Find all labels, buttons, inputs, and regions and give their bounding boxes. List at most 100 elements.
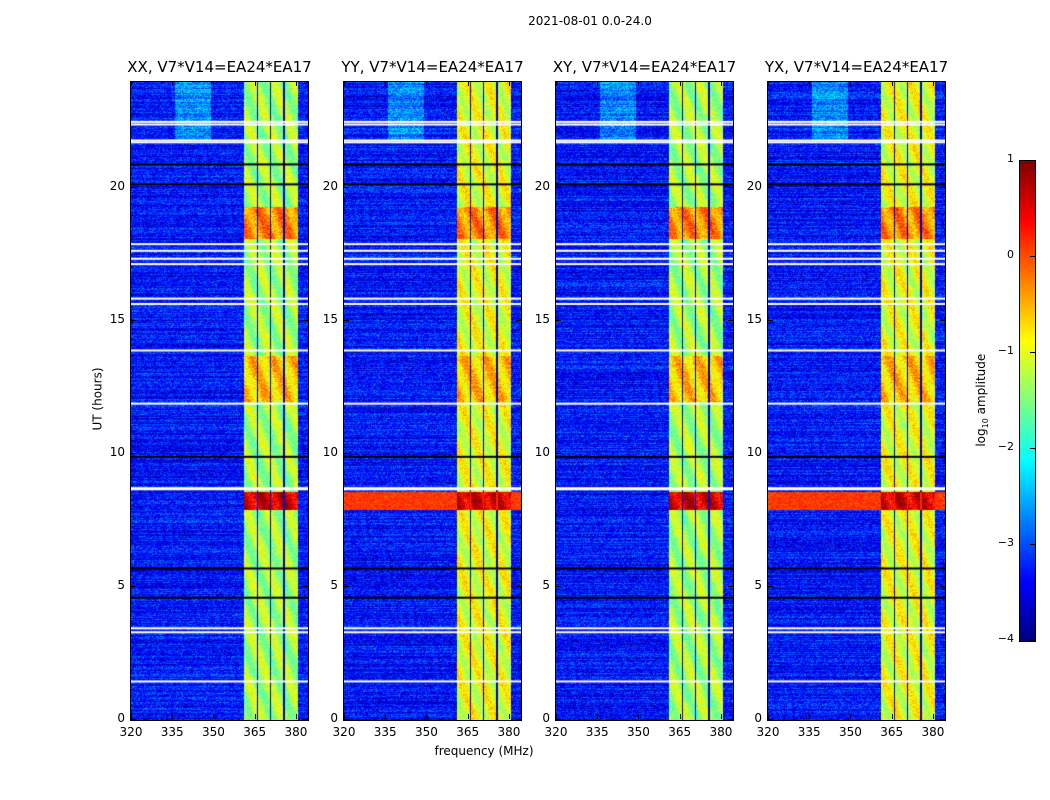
x-tick-mark	[679, 714, 681, 719]
spectrogram-panel-xy	[555, 81, 734, 721]
x-tick-mark	[467, 714, 469, 719]
x-tick-mark	[213, 714, 215, 719]
x-tick-mark	[850, 714, 852, 719]
x-tick-label: 350	[202, 725, 225, 739]
y-tick-mark	[768, 320, 773, 322]
y-tick-label: 5	[542, 578, 550, 593]
x-tick-mark	[344, 81, 345, 86]
panel-title: YX, V7*V14=EA24*EA17	[764, 58, 949, 76]
x-tick-mark	[172, 81, 174, 86]
y-tick-mark	[516, 320, 521, 322]
y-tick-mark	[768, 187, 773, 189]
y-tick-mark	[556, 453, 561, 455]
colorbar	[1019, 160, 1036, 642]
x-tick-mark	[679, 81, 681, 86]
x-tick-label: 320	[119, 725, 143, 739]
y-tick-mark	[344, 187, 349, 189]
x-tick-mark	[426, 714, 428, 719]
colorbar-label: log10 amplitude	[973, 353, 991, 447]
panel-title: YY, V7*V14=EA24*EA17	[341, 58, 524, 76]
x-tick-label: 380	[709, 725, 733, 739]
x-tick-mark	[467, 81, 469, 86]
y-tick-mark	[728, 586, 733, 588]
y-tick-mark	[768, 586, 773, 588]
y-tick-label: 10	[746, 445, 762, 460]
x-tick-mark	[932, 81, 934, 86]
x-tick-mark	[638, 81, 640, 86]
x-tick-mark	[254, 81, 256, 86]
y-tick-mark	[768, 453, 773, 455]
spectrogram-heatmap	[131, 82, 308, 720]
spectrogram-panel-yy	[343, 81, 522, 721]
x-tick-mark	[720, 714, 722, 719]
x-tick-mark	[508, 81, 510, 86]
y-tick-label: 20	[534, 179, 550, 194]
y-tick-mark	[131, 719, 136, 720]
y-tick-mark	[303, 586, 308, 588]
x-tick-mark	[768, 81, 769, 86]
y-tick-mark	[303, 453, 308, 455]
x-tick-mark	[295, 81, 297, 86]
spectrogram-heatmap	[768, 82, 945, 720]
x-tick-label: 380	[497, 725, 521, 739]
y-tick-mark	[940, 320, 945, 322]
x-tick-mark	[638, 714, 640, 719]
y-tick-mark	[344, 586, 349, 588]
x-axis-label: frequency (MHz)	[434, 744, 534, 758]
colorbar-tick-mark	[1030, 448, 1035, 449]
y-tick-mark	[344, 320, 349, 322]
x-tick-mark	[932, 714, 934, 719]
x-tick-label: 365	[880, 725, 904, 739]
y-tick-mark	[556, 586, 561, 588]
x-tick-mark	[172, 714, 174, 719]
y-tick-mark	[131, 453, 136, 455]
x-tick-mark	[891, 714, 893, 719]
x-tick-label: 335	[373, 725, 397, 739]
y-tick-label: 10	[109, 445, 125, 460]
y-tick-mark	[556, 187, 561, 189]
y-tick-mark	[344, 453, 349, 455]
x-tick-mark	[850, 81, 852, 86]
y-tick-label: 15	[322, 312, 338, 327]
y-tick-label: 10	[322, 445, 338, 460]
spectrogram-heatmap	[556, 82, 733, 720]
spectrogram-panel-yx	[767, 81, 946, 721]
y-tick-label: 0	[117, 711, 125, 725]
x-tick-label: 320	[756, 725, 780, 739]
x-tick-mark	[556, 714, 557, 719]
x-tick-mark	[597, 81, 599, 86]
colorbar-tick-mark	[1030, 544, 1035, 545]
y-tick-label: 15	[746, 312, 762, 327]
x-tick-mark	[809, 81, 811, 86]
x-tick-mark	[131, 714, 132, 719]
y-tick-mark	[344, 719, 349, 720]
x-tick-label: 335	[160, 725, 184, 739]
x-tick-label: 350	[839, 725, 862, 739]
y-tick-mark	[940, 719, 945, 720]
x-tick-mark	[556, 81, 557, 86]
colorbar-tick-label: −1	[997, 344, 1014, 357]
colorbar-tick-mark	[1030, 160, 1035, 161]
colorbar-tick-mark	[1030, 256, 1035, 257]
y-tick-mark	[940, 586, 945, 588]
y-tick-label: 10	[534, 445, 550, 460]
y-tick-label: 5	[754, 578, 762, 593]
x-tick-mark	[131, 81, 132, 86]
x-tick-label: 365	[668, 725, 692, 739]
y-tick-mark	[131, 187, 136, 189]
x-tick-label: 380	[284, 725, 308, 739]
y-tick-label: 20	[746, 179, 762, 194]
y-tick-mark	[728, 719, 733, 720]
x-tick-mark	[213, 81, 215, 86]
panel-title: XX, V7*V14=EA24*EA17	[127, 58, 312, 76]
y-tick-label: 5	[117, 578, 125, 593]
x-tick-label: 335	[797, 725, 821, 739]
y-tick-mark	[303, 719, 308, 720]
figure-title: 2021-08-01 0.0-24.0	[528, 14, 652, 28]
y-tick-label: 5	[330, 578, 338, 593]
y-tick-mark	[556, 719, 561, 720]
x-tick-mark	[344, 714, 345, 719]
y-tick-mark	[516, 187, 521, 189]
colorbar-tick-label: −3	[997, 536, 1014, 549]
